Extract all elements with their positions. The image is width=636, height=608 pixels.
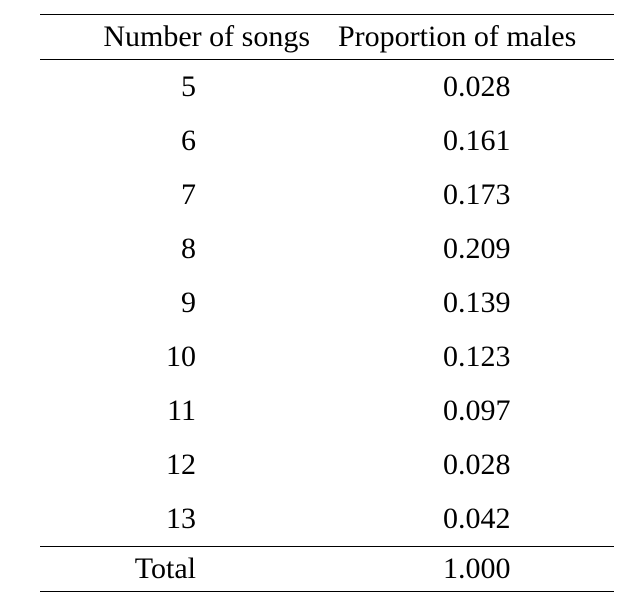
songs-cell: 13 bbox=[166, 502, 196, 535]
proportion-cell: 0.139 bbox=[443, 286, 511, 319]
songs-cell: 11 bbox=[167, 394, 196, 427]
songs-cell: 9 bbox=[181, 286, 196, 319]
total-row: Total 1.000 bbox=[40, 546, 614, 592]
songs-cell: 10 bbox=[166, 340, 196, 373]
header-row: Number of songs Proportion of males bbox=[40, 14, 614, 60]
table-row: 7 0.173 bbox=[40, 168, 614, 222]
table-row: 6 0.161 bbox=[40, 114, 614, 168]
proportion-cell: 0.028 bbox=[443, 448, 511, 481]
table-row: 12 0.028 bbox=[40, 438, 614, 492]
table-footer: Total 1.000 bbox=[40, 546, 614, 592]
table-body: 5 0.028 6 0.161 7 0.173 8 0.209 9 0.139 … bbox=[40, 60, 614, 547]
proportion-cell: 0.209 bbox=[443, 232, 511, 265]
song-proportion-table-container: Number of songs Proportion of males 5 0.… bbox=[40, 14, 614, 592]
songs-cell: 6 bbox=[181, 124, 196, 157]
table-row: 5 0.028 bbox=[40, 60, 614, 115]
proportion-cell: 0.123 bbox=[443, 340, 511, 373]
proportion-cell: 0.161 bbox=[443, 124, 511, 157]
total-label: Total bbox=[40, 546, 324, 592]
songs-cell: 7 bbox=[181, 178, 196, 211]
proportion-cell: 0.097 bbox=[443, 394, 511, 427]
table-header: Number of songs Proportion of males bbox=[40, 14, 614, 60]
proportion-cell: 0.028 bbox=[443, 70, 511, 103]
table-row: 10 0.123 bbox=[40, 330, 614, 384]
table-row: 9 0.139 bbox=[40, 276, 614, 330]
header-proportion-of-males: Proportion of males bbox=[324, 14, 614, 60]
table-row: 11 0.097 bbox=[40, 384, 614, 438]
table-row: 13 0.042 bbox=[40, 492, 614, 547]
song-proportion-table: Number of songs Proportion of males 5 0.… bbox=[40, 14, 614, 592]
songs-cell: 8 bbox=[181, 232, 196, 265]
proportion-cell: 0.042 bbox=[443, 502, 511, 535]
table-row: 8 0.209 bbox=[40, 222, 614, 276]
songs-cell: 12 bbox=[166, 448, 196, 481]
proportion-cell: 0.173 bbox=[443, 178, 511, 211]
header-number-of-songs: Number of songs bbox=[40, 14, 324, 60]
total-value: 1.000 bbox=[324, 546, 614, 592]
songs-cell: 5 bbox=[181, 70, 196, 103]
